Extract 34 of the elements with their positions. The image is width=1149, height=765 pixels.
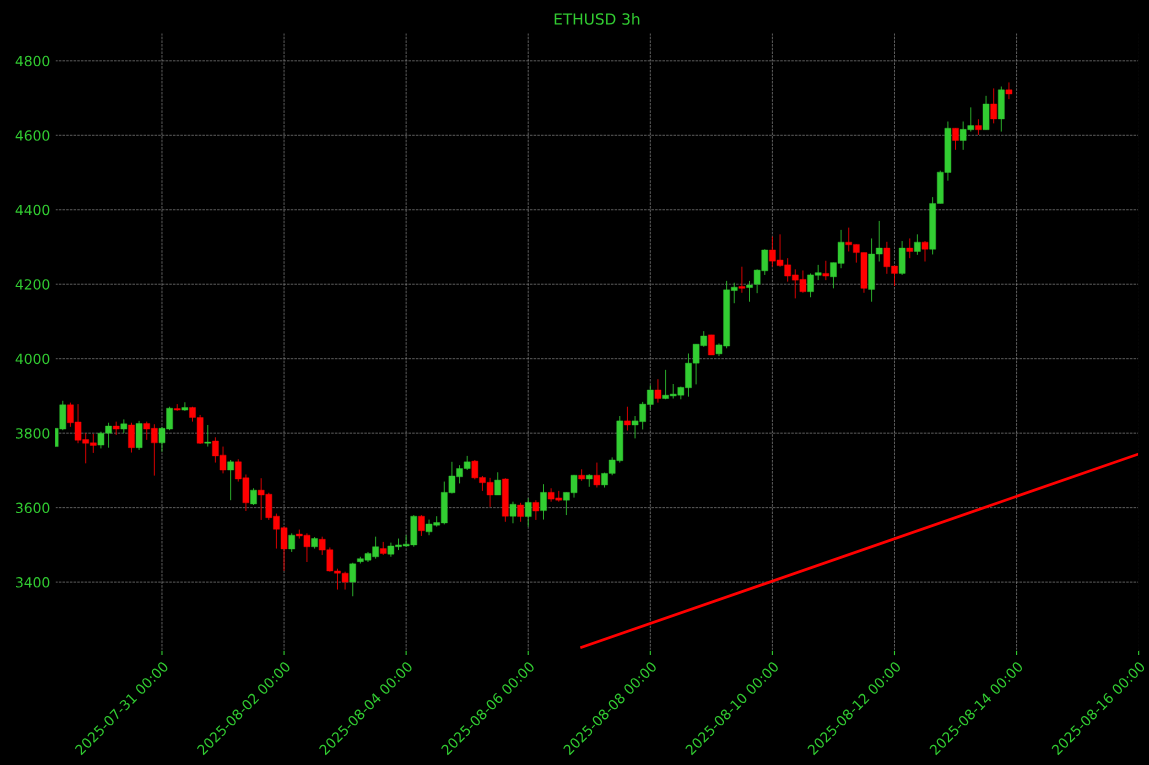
candlestick <box>128 422 135 453</box>
candlestick <box>738 266 746 294</box>
candlestick <box>181 401 189 412</box>
candlestick <box>1005 82 1013 100</box>
candlestick <box>524 497 532 528</box>
candlestick <box>952 127 959 151</box>
candlestick <box>288 532 295 553</box>
candlestick <box>418 514 425 537</box>
y-tick-label: 4400 <box>15 204 50 216</box>
y-tick-label: 4800 <box>15 55 50 67</box>
candlestick <box>990 87 997 124</box>
candlestick <box>204 424 212 447</box>
y-tick-label: 3800 <box>16 428 50 439</box>
candlestick <box>822 260 830 281</box>
y-tick-label: 3600 <box>16 502 50 514</box>
candlestick <box>654 378 662 404</box>
candlestick <box>517 502 524 523</box>
candlestick <box>708 334 715 356</box>
y-tick-label: 4600 <box>15 130 50 141</box>
candlestick <box>349 562 356 597</box>
candlestick <box>509 501 517 524</box>
candlestick <box>227 459 234 501</box>
y-tick-label: 4200 <box>15 279 50 290</box>
candlestick <box>914 233 921 256</box>
candlestick <box>906 238 914 259</box>
candlestick <box>532 499 540 521</box>
candlestick <box>494 471 501 496</box>
candlestick <box>921 240 929 262</box>
candlestick <box>624 406 631 431</box>
y-tick-label: 3400 <box>16 577 50 588</box>
chart-title: ETHUSD 3h <box>554 12 640 25</box>
candlestick <box>540 483 547 520</box>
y-tick-label: 4000 <box>15 353 50 365</box>
candlestick <box>593 462 601 488</box>
